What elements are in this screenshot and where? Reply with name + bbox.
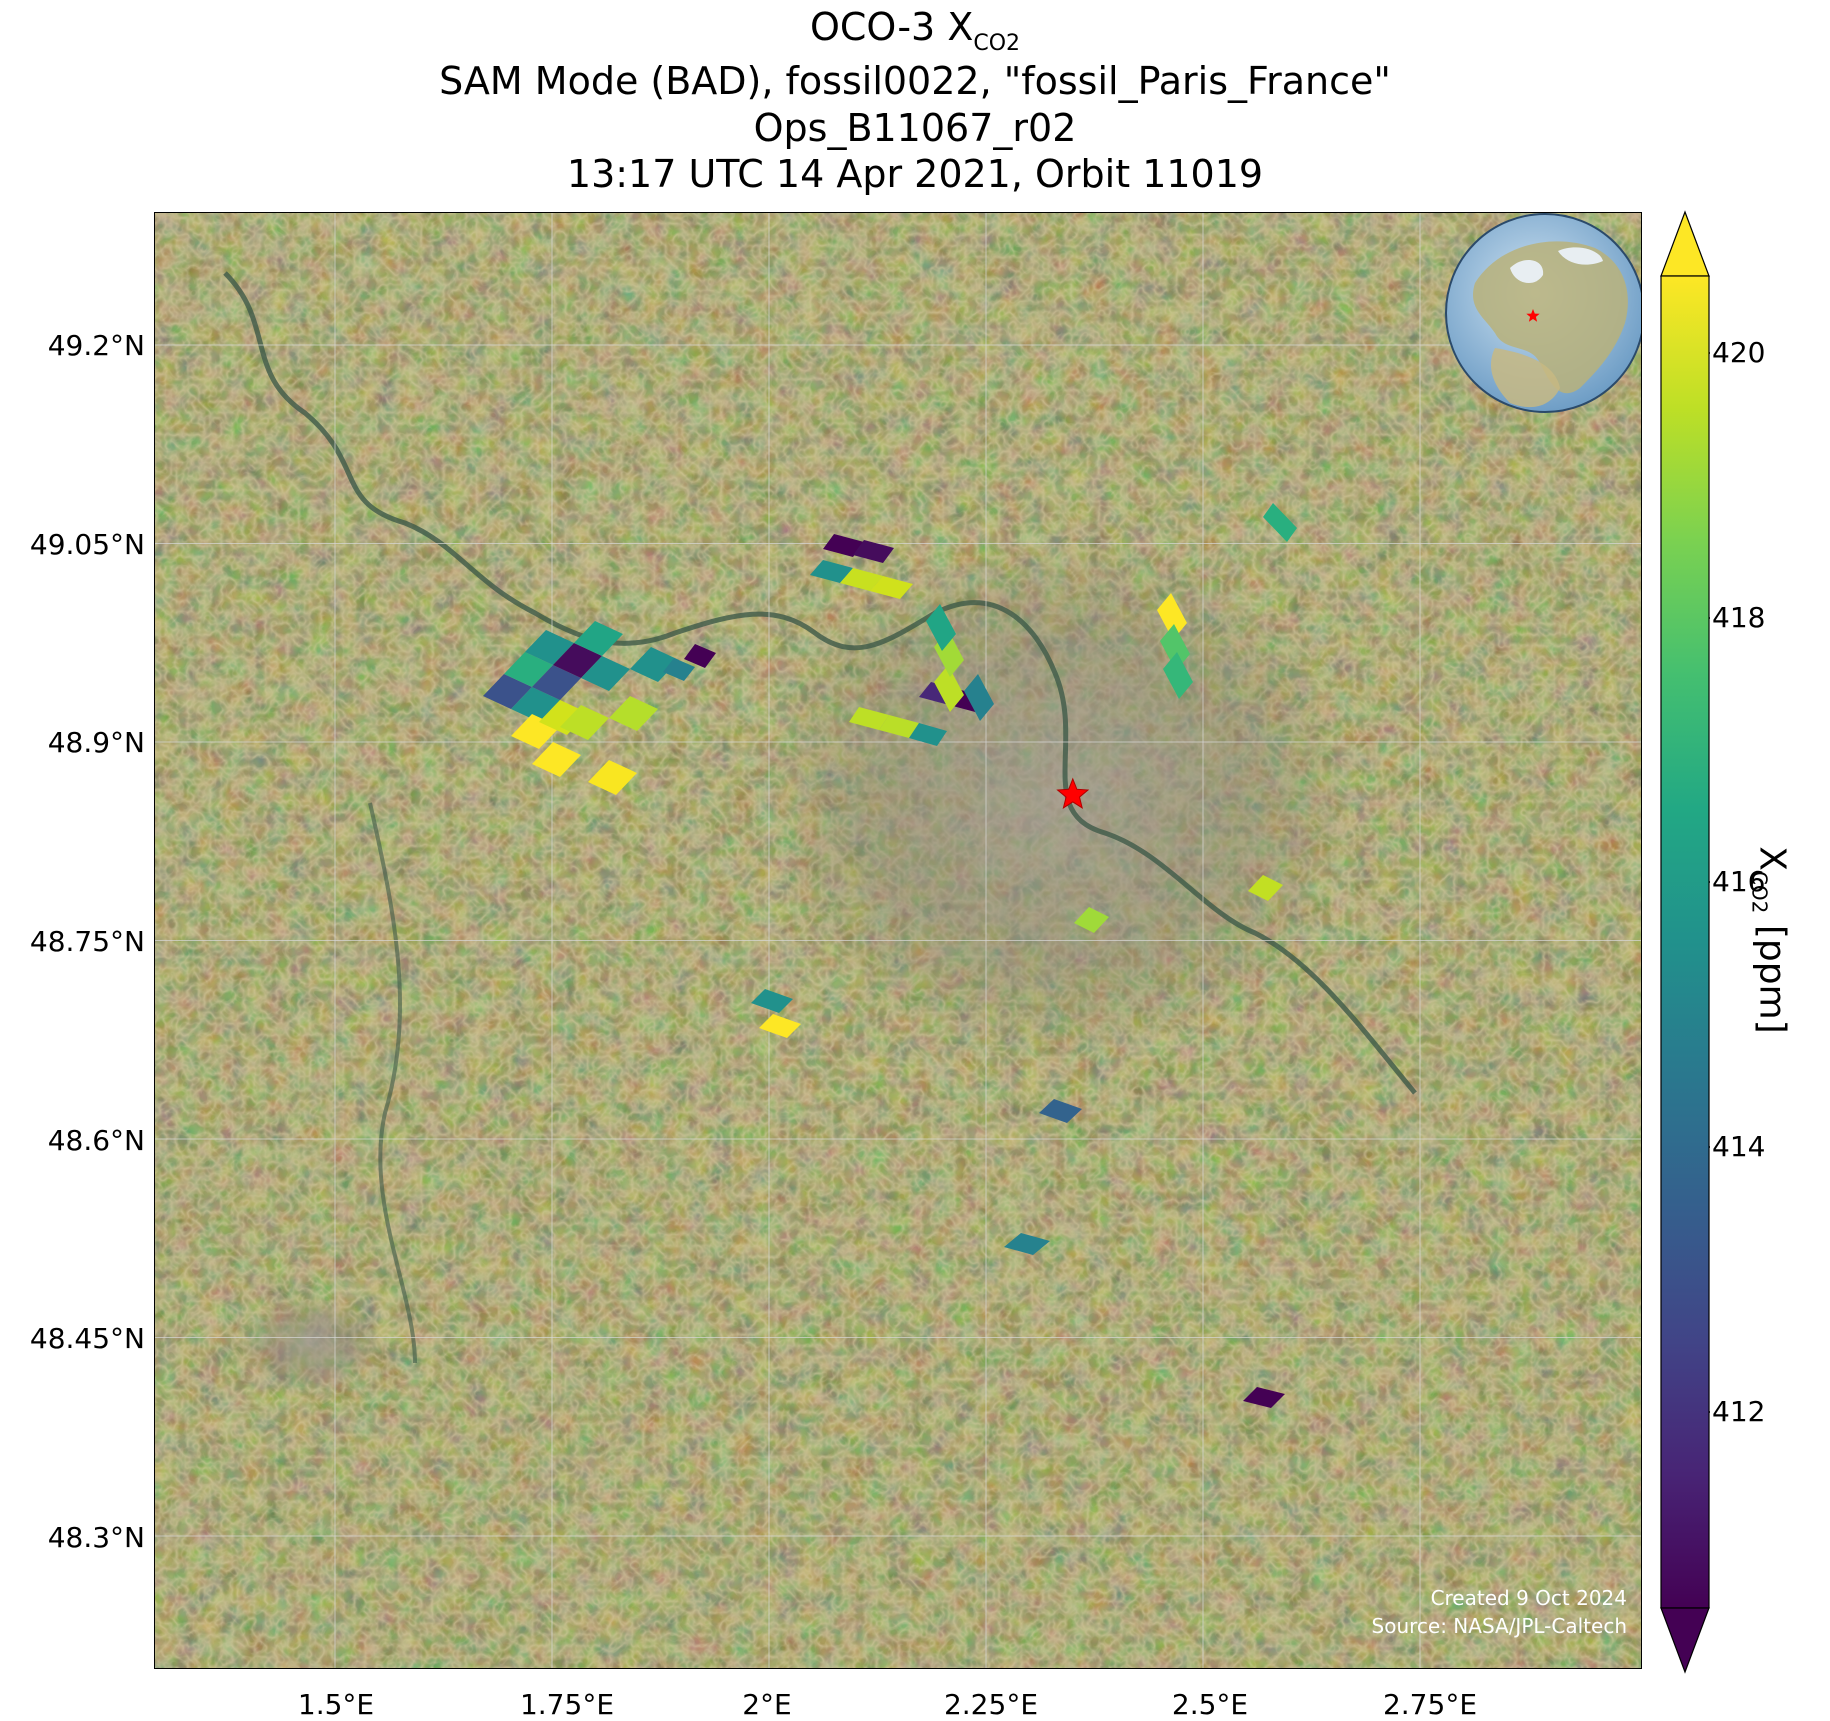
river-eure	[368, 802, 417, 1364]
satellite-map[interactable]: Created 9 Oct 2024 Source: NASA/JPL-Calt…	[154, 212, 1642, 1669]
xco2-sounding	[511, 687, 560, 722]
xco2-soundings	[483, 503, 1297, 1408]
lat-tick-label: 49.2°N	[47, 329, 145, 362]
plot-title-line-4: 13:17 UTC 14 Apr 2021, Orbit 11019	[566, 152, 1264, 196]
paris-target-star	[1056, 777, 1090, 809]
xco2-sounding	[1004, 1233, 1050, 1255]
xco2-sounding	[751, 989, 793, 1013]
created-credit: Created 9 Oct 2024	[1431, 1586, 1627, 1610]
lat-tick-label: 48.9°N	[47, 726, 145, 759]
xco2-sounding	[964, 674, 994, 721]
xco2-sounding	[1248, 875, 1283, 901]
xco2-sounding	[934, 665, 964, 712]
xco2-sounding	[1157, 593, 1187, 640]
river-seine	[223, 271, 1417, 1095]
colorbar-gradient	[1660, 275, 1710, 1609]
lat-tick-label: 48.3°N	[47, 1521, 145, 1554]
xco2-sounding	[588, 760, 637, 795]
xco2-sounding	[532, 742, 581, 777]
urban-area	[760, 538, 1360, 1058]
source-credit: Source: NASA/JPL-Caltech	[1372, 1614, 1627, 1638]
lon-tick-label: 2°E	[742, 1688, 792, 1721]
target-marker	[1056, 777, 1090, 809]
urban-area-west	[240, 1298, 380, 1388]
colorbar	[1660, 210, 1710, 1674]
map-gridlines	[155, 213, 1641, 1668]
xco2-sounding	[840, 568, 883, 591]
colorbar-tick-label: 418	[1712, 601, 1766, 634]
lon-tick-label: 1.5°E	[297, 1688, 375, 1721]
xco2-sounding	[483, 674, 532, 709]
xco2-sounding	[926, 604, 956, 651]
xco2-sounding	[539, 700, 588, 735]
lat-tick-label: 48.75°N	[29, 925, 145, 958]
lon-tick-label: 2.25°E	[943, 1688, 1039, 1721]
colorbar-tick-label: 414	[1712, 1130, 1766, 1163]
lat-tick-label: 48.45°N	[29, 1322, 145, 1355]
colorbar-tick-label: 416	[1712, 865, 1766, 898]
xco2-sounding	[849, 707, 889, 730]
xco2-sounding	[870, 576, 913, 599]
xco2-sounding	[879, 715, 919, 738]
xco2-sounding	[574, 621, 623, 656]
xco2-sounding	[525, 630, 574, 665]
plot-title-line-2: SAM Mode (BAD), fossil0022, "fossil_Pari…	[439, 59, 1391, 103]
xco2-sounding	[684, 644, 716, 668]
xco2-sounding	[609, 696, 658, 731]
xco2-sounding	[1074, 907, 1109, 933]
colorbar-tick-label: 420	[1712, 336, 1766, 369]
plot-title-line-1: OCO-3 XCO2	[809, 5, 1021, 56]
locator-globe	[1445, 213, 1641, 413]
xco2-sounding	[909, 723, 947, 746]
colorbar-label: XCO2 [ppm]	[1747, 846, 1793, 1034]
xco2-sounding	[1163, 652, 1193, 699]
lat-tick-label: 49.05°N	[29, 528, 145, 561]
globe-location-star	[1526, 309, 1540, 322]
xco2-sounding	[560, 705, 609, 740]
xco2-sounding	[810, 560, 853, 583]
xco2-sounding	[630, 647, 679, 682]
xco2-sounding	[553, 643, 602, 678]
xco2-sounding	[1263, 503, 1297, 542]
xco2-sounding	[1160, 624, 1190, 671]
plot-title-line-3: Ops_B11067_r02	[753, 106, 1077, 150]
colorbar-min-extend	[1660, 1607, 1710, 1674]
lon-tick-label: 2.5°E	[1171, 1688, 1249, 1721]
lon-tick-label: 1.75°E	[519, 1688, 615, 1721]
xco2-sounding	[823, 534, 864, 557]
colorbar-tick-label: 412	[1712, 1395, 1766, 1428]
xco2-sounding	[759, 1014, 801, 1038]
xco2-sounding	[663, 658, 695, 681]
credits: Created 9 Oct 2024 Source: NASA/JPL-Calt…	[1372, 1586, 1627, 1638]
xco2-sounding	[853, 540, 894, 563]
xco2-sounding	[532, 665, 581, 700]
xco2-sounding	[504, 652, 553, 687]
lon-tick-label: 2.75°E	[1382, 1688, 1478, 1721]
plot-title-subscript: CO2	[973, 31, 1021, 56]
xco2-sounding	[1243, 1387, 1285, 1408]
xco2-sounding	[581, 656, 630, 691]
xco2-sounding	[1039, 1099, 1082, 1123]
lat-tick-label: 48.6°N	[47, 1124, 145, 1157]
map-canvas: Created 9 Oct 2024 Source: NASA/JPL-Calt…	[155, 213, 1641, 1668]
colorbar-max-extend	[1660, 210, 1710, 277]
